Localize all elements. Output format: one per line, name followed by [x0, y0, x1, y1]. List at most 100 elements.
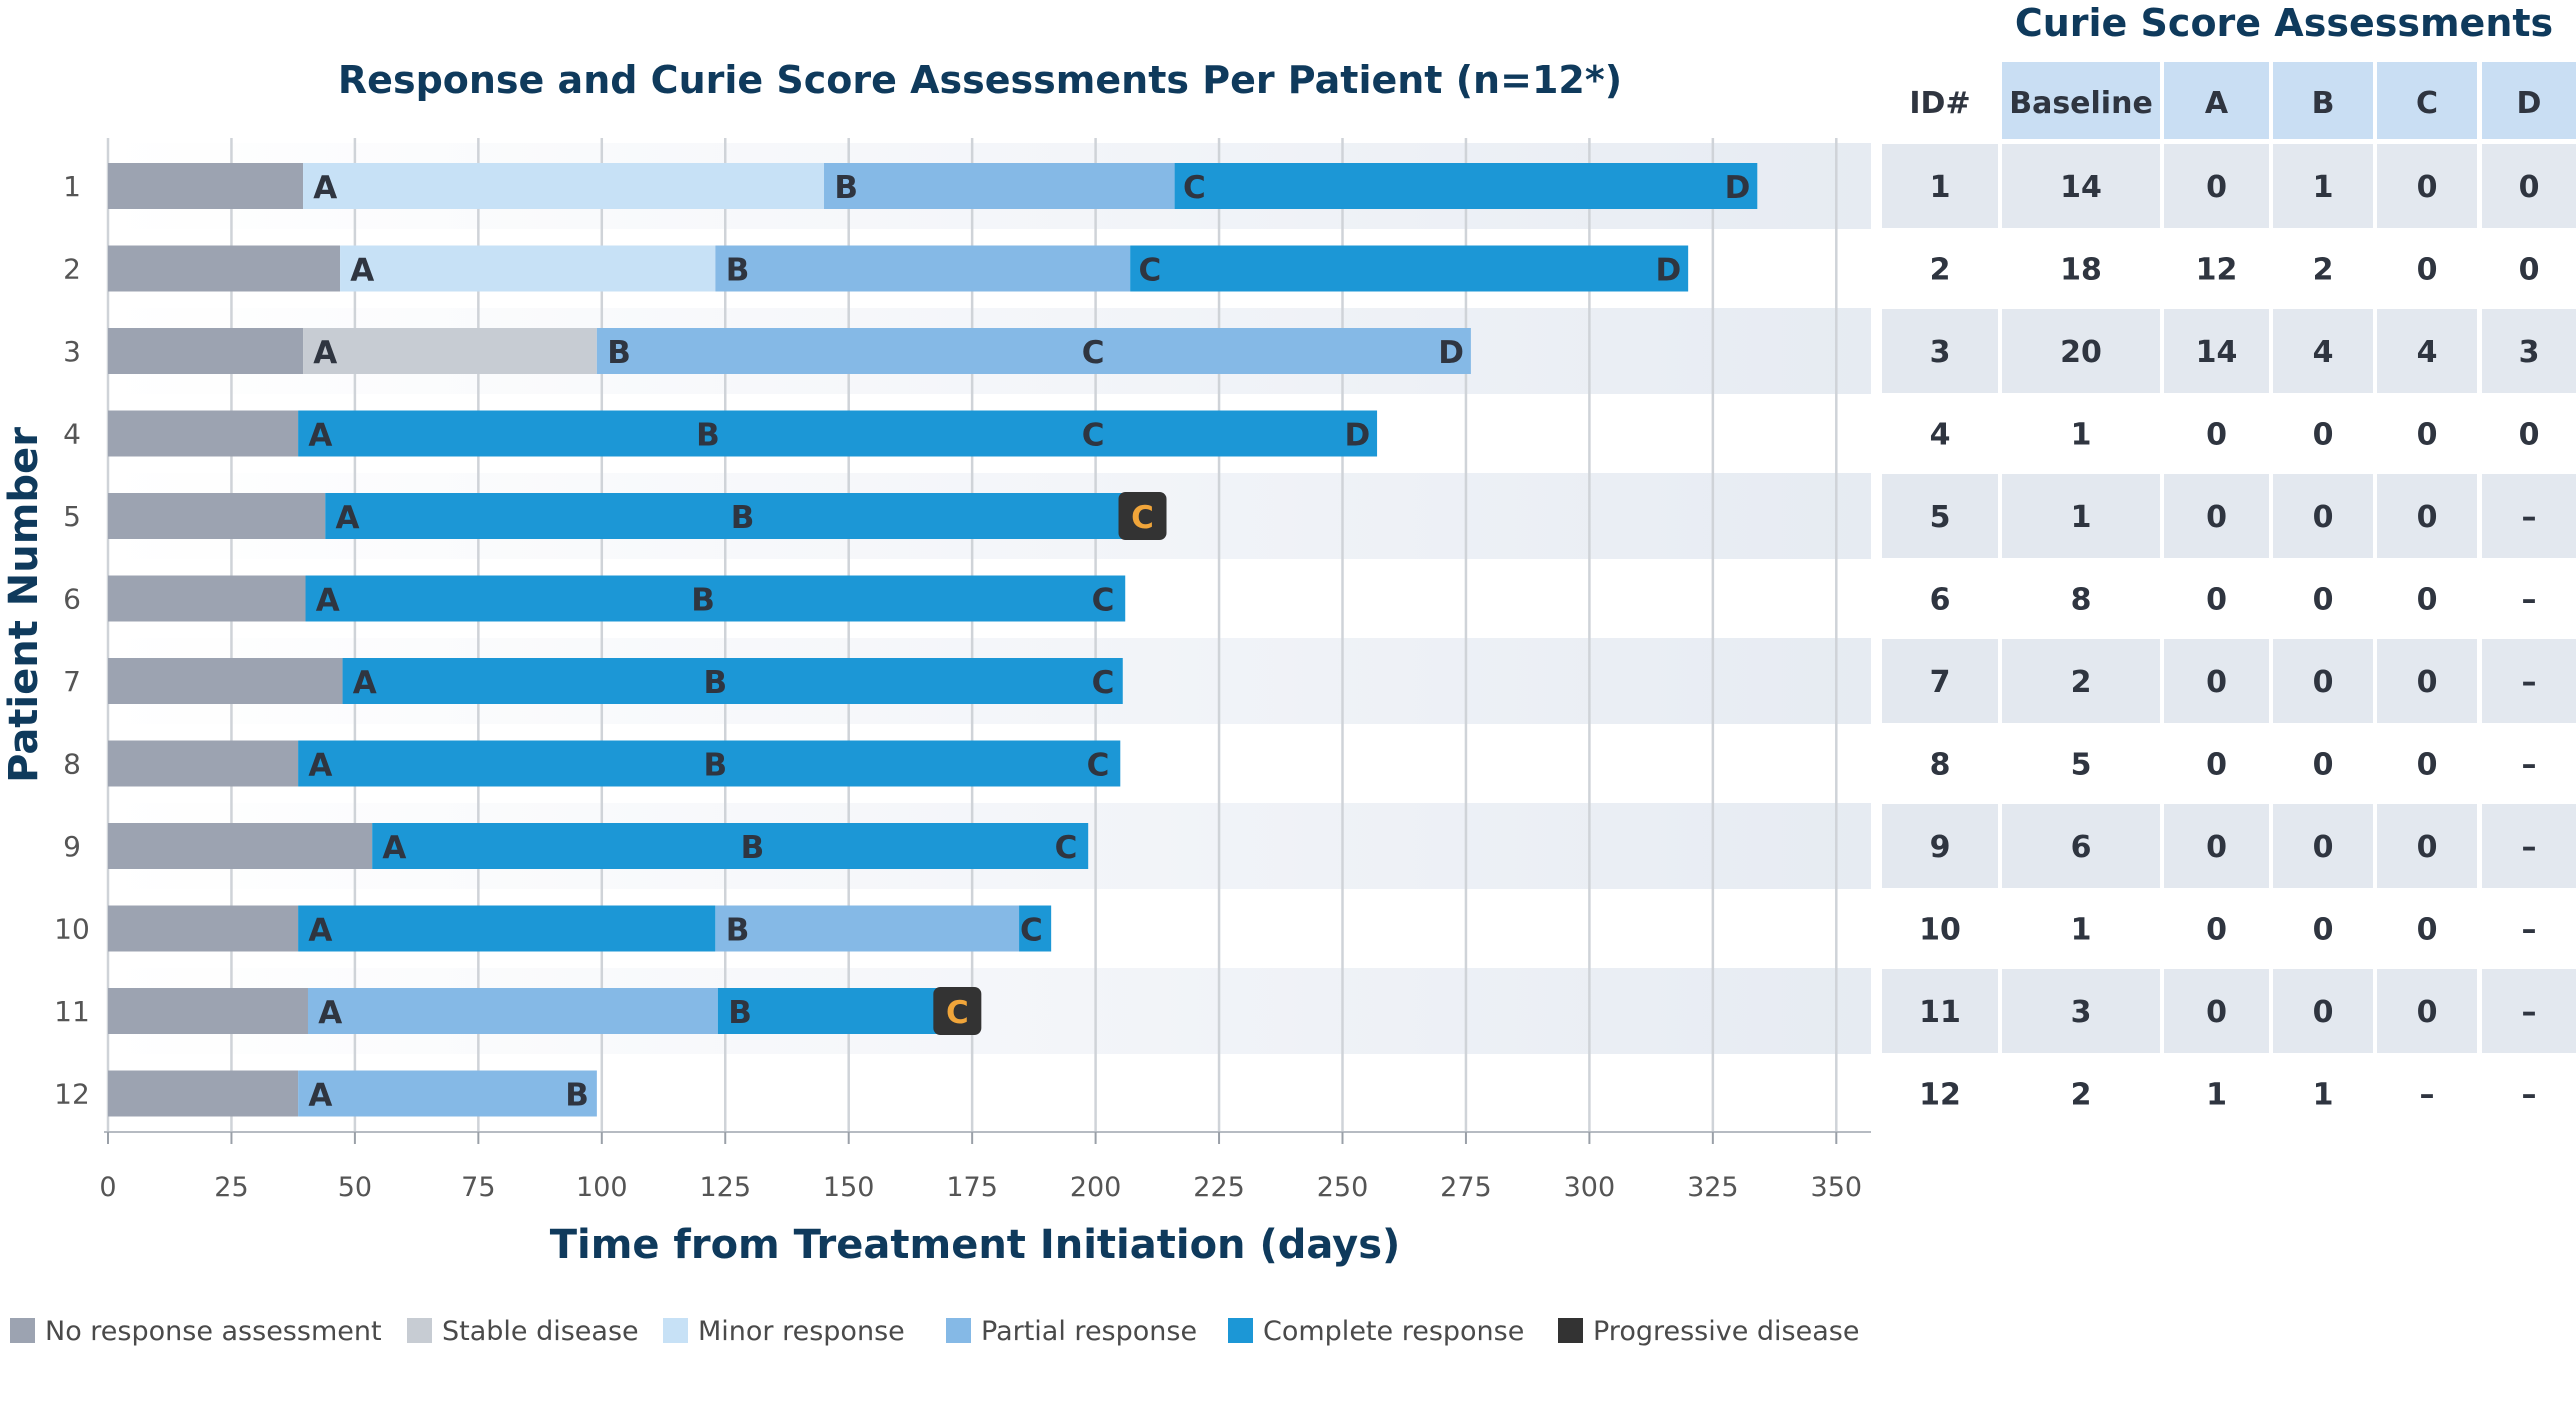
bar-segment-none	[108, 1070, 299, 1117]
y-tick-label: 10	[54, 913, 90, 946]
assessment-marker-a: A	[308, 1078, 332, 1114]
y-tick-label: 5	[63, 500, 81, 533]
legend-swatch-progressive	[1558, 1318, 1583, 1343]
x-axis-ticks: 0 25 50 75 100 125 150 175 200 225 250 275 300 325 350	[99, 1132, 1862, 1203]
table-cell-bg	[2377, 474, 2477, 558]
assessment-markers: A B C D A B C D A B C D A B C D A B C A B C A B C A B C A B C A B C A B C A B	[308, 170, 1750, 1114]
assessment-marker-b: B	[731, 500, 755, 536]
curie-score-table: Curie Score Assessments ID# Baseline A B C D 1…	[1882, 1, 2576, 1113]
legend-swatch-minor	[663, 1318, 688, 1343]
table-cell-bg	[1882, 474, 1998, 558]
y-tick-label: 3	[63, 335, 81, 368]
assessment-marker-a: A	[335, 500, 359, 536]
x-tick-label: 175	[946, 1172, 998, 1203]
assessment-marker-d: D	[1344, 418, 1370, 454]
legend-label-minor: Minor response	[698, 1316, 905, 1347]
table-cell-value: –	[2522, 995, 2537, 1030]
bar-segment-none	[108, 740, 299, 787]
table-cell-value: 0	[2206, 995, 2227, 1030]
assessment-marker-b: B	[741, 830, 765, 866]
table-cell-value: 0	[2206, 830, 2227, 865]
table-title: Curie Score Assessments	[2015, 1, 2553, 45]
table-cell-value: –	[2522, 830, 2537, 865]
table-cell-bg	[2273, 639, 2373, 723]
bar-segment-complete	[1019, 905, 1052, 952]
assessment-marker-d: D	[1656, 253, 1682, 289]
table-cell-bg	[2273, 474, 2373, 558]
table-cell-value: 0	[2313, 583, 2334, 618]
legend-label-none: No response assessment	[45, 1316, 382, 1347]
table-cell-bg	[2377, 144, 2477, 228]
table-cell-bg	[2482, 969, 2576, 1053]
legend-swatch-stable	[407, 1318, 432, 1343]
table-cell-bg	[1882, 639, 1998, 723]
table-cell-id: 2	[1930, 253, 1951, 288]
table-cell-bg	[1882, 804, 1998, 888]
x-axis-label: Time from Treatment Initiation (days)	[550, 1222, 1401, 1268]
x-tick-label: 50	[338, 1172, 372, 1203]
legend-label-partial: Partial response	[981, 1316, 1197, 1347]
table-cell-value: 0	[2206, 748, 2227, 783]
table-header-cell	[2002, 62, 2160, 139]
bar-segment-minor	[303, 163, 825, 209]
assessment-marker-a: A	[308, 418, 332, 454]
table-cell-id: 6	[1930, 583, 1951, 618]
bar-segment-none	[108, 988, 308, 1034]
table-cell-value: 0	[2417, 748, 2438, 783]
table-cell-bg	[2002, 474, 2160, 558]
x-tick-label: 350	[1811, 1172, 1863, 1203]
legend-label-progressive: Progressive disease	[1593, 1316, 1859, 1347]
table-cell-value: 5	[2071, 748, 2092, 783]
x-tick-label: 200	[1070, 1172, 1122, 1203]
table-cell-value: 0	[2206, 418, 2227, 453]
assessment-marker-c: C	[1092, 583, 1115, 619]
x-tick-label: 325	[1687, 1172, 1739, 1203]
table-cell-value: 1	[2313, 1078, 2334, 1113]
table-cell-value: 0	[2313, 995, 2334, 1030]
table-cell-value: –	[2420, 1078, 2435, 1113]
table-cell-value: 0	[2206, 913, 2227, 948]
table-cell-value: 0	[2417, 995, 2438, 1030]
table-header-cell	[2164, 62, 2269, 139]
table-cell-id: 5	[1930, 500, 1951, 535]
table-cell-value: 0	[2519, 418, 2540, 453]
x-tick-label: 150	[823, 1172, 875, 1203]
table-cell-value: 0	[2417, 830, 2438, 865]
table-cell-id: 11	[1919, 995, 1961, 1030]
table-header-cell	[2377, 62, 2477, 139]
table-cell-value: 0	[2519, 170, 2540, 205]
assessment-marker-a: A	[353, 665, 377, 701]
table-cell-id: 3	[1930, 335, 1951, 370]
y-axis-label: Patient Number	[1, 427, 47, 783]
assessment-marker-c: C	[1020, 913, 1043, 949]
assessment-marker-d: D	[1438, 335, 1464, 371]
table-cell-value: 0	[2313, 418, 2334, 453]
assessment-marker-c: C	[1082, 335, 1105, 371]
table-cell-bg	[2164, 474, 2269, 558]
table-cell-value: 4	[2313, 335, 2334, 370]
y-tick-label: 8	[63, 748, 81, 781]
bar-segment-none	[108, 905, 299, 952]
table-cell-bg	[2482, 309, 2576, 393]
table-cell-value: 0	[2206, 500, 2227, 535]
table-cell-value: 0	[2313, 913, 2334, 948]
table-cell-id: 10	[1919, 913, 1961, 948]
table-cell-id: 7	[1930, 665, 1951, 700]
table-cell-bg	[2482, 639, 2576, 723]
x-tick-label: 275	[1440, 1172, 1492, 1203]
table-cell-value: 0	[2313, 748, 2334, 783]
table-cell-value: 0	[2206, 583, 2227, 618]
table-cell-bg	[2377, 639, 2477, 723]
assessment-marker-c: C	[946, 995, 969, 1031]
table-cell-value: 12	[2196, 253, 2238, 288]
y-tick-label: 11	[54, 995, 90, 1028]
table-cell-bg	[2164, 969, 2269, 1053]
table-cell-value: 0	[2417, 913, 2438, 948]
assessment-marker-c: C	[1092, 665, 1115, 701]
x-tick-label: 125	[699, 1172, 751, 1203]
table-header-id: ID#	[1909, 86, 1970, 121]
table-cell-value: 20	[2060, 335, 2102, 370]
table-cell-value: 0	[2519, 253, 2540, 288]
